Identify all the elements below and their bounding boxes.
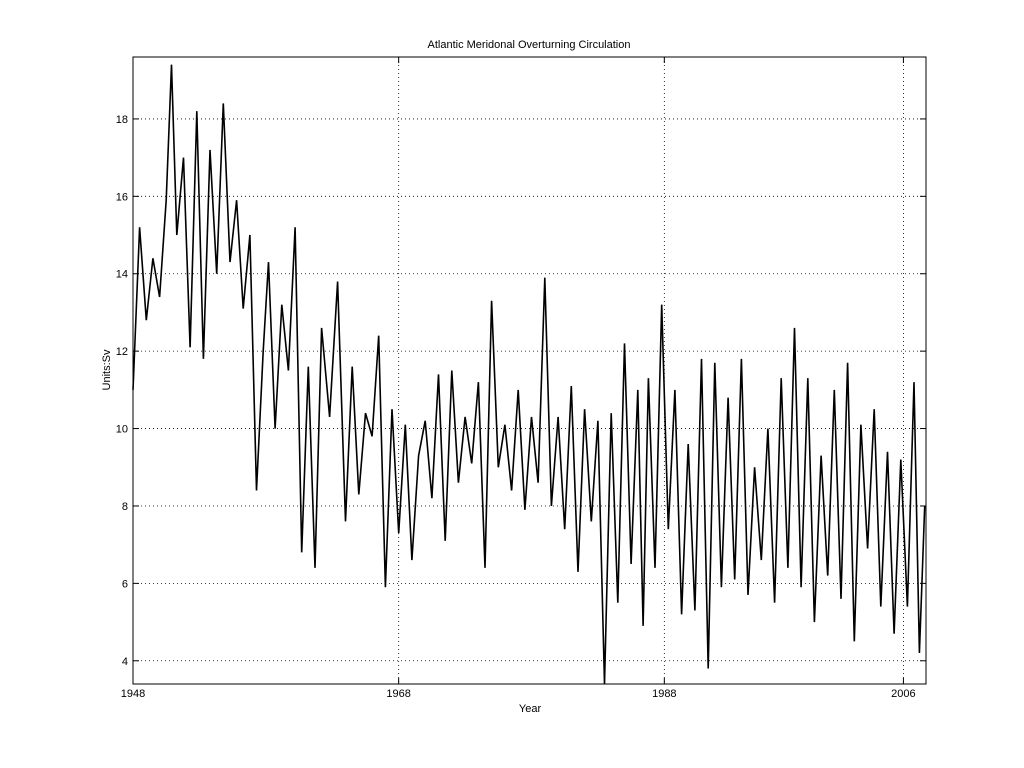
series-layer <box>132 64 926 685</box>
grid <box>132 57 926 684</box>
axis-ticks: 4 6 8 10 12 14 16 18 1948 1968 1988 2006 <box>116 57 926 700</box>
y-tick-label: 4 <box>122 656 128 668</box>
chart-title: Atlantic Meridonal Overturning Circulati… <box>428 39 631 51</box>
y-tick-label: 16 <box>116 191 128 203</box>
x-tick-label: 1988 <box>652 688 676 700</box>
y-tick-label: 8 <box>122 501 128 513</box>
y-tick-label: 18 <box>116 114 128 126</box>
series-line <box>132 64 926 685</box>
x-axis-label: Year <box>519 703 542 715</box>
y-tick-label: 14 <box>116 269 128 281</box>
x-tick-label: 1948 <box>121 688 145 700</box>
plot-area <box>132 56 927 685</box>
y-tick-label: 10 <box>116 424 128 436</box>
y-tick-label: 6 <box>122 578 128 590</box>
x-tick-label: 1968 <box>386 688 410 700</box>
y-tick-label: 12 <box>116 346 128 358</box>
y-axis-label: Units:Sv <box>101 349 113 390</box>
x-tick-label: 2006 <box>891 688 915 700</box>
